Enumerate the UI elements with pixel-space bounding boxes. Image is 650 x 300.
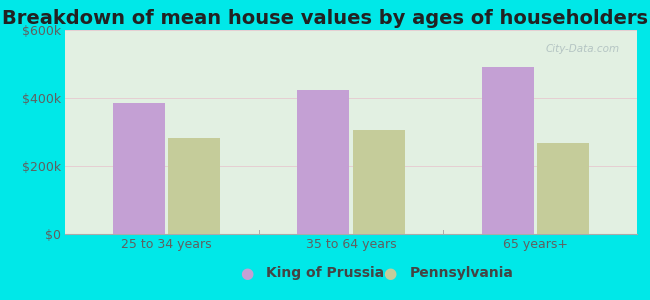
Text: King of Prussia: King of Prussia <box>266 266 385 280</box>
Bar <box>538 143 589 234</box>
Text: ●: ● <box>384 266 396 280</box>
Text: ●: ● <box>240 266 254 280</box>
Text: Breakdown of mean house values by ages of householders: Breakdown of mean house values by ages o… <box>2 9 648 28</box>
Bar <box>113 103 164 234</box>
Bar <box>168 138 220 234</box>
Bar <box>298 89 349 234</box>
Text: City-Data.com: City-Data.com <box>546 44 620 54</box>
Bar <box>482 68 534 234</box>
Bar <box>353 130 404 234</box>
Text: Pennsylvania: Pennsylvania <box>410 266 514 280</box>
